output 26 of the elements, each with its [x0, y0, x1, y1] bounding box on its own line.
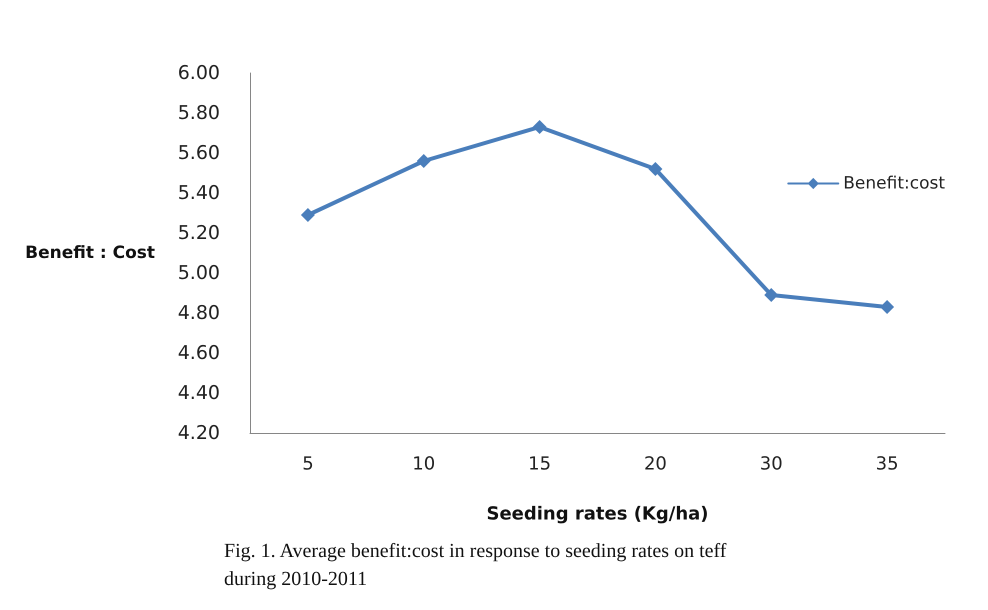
- y-tick-label: 4.20: [178, 422, 220, 444]
- y-tick-label: 4.80: [178, 302, 220, 324]
- y-tick-label: 5.60: [178, 142, 220, 164]
- point: [300, 208, 315, 222]
- legend-label: Benefit:cost: [843, 174, 946, 194]
- point: [532, 120, 547, 134]
- y-tick-label: 5.80: [178, 102, 220, 124]
- x-tick-label: 35: [876, 454, 899, 474]
- point: [648, 162, 662, 176]
- y-tick-label: 5.40: [178, 182, 220, 204]
- caption: Fig. 1. Average benefit:cost in response to seeding rates on teff during 2010-2011: [224, 540, 732, 590]
- point: [880, 300, 894, 314]
- point: [764, 288, 778, 302]
- point: [416, 154, 431, 168]
- x-tick-label: 15: [528, 454, 552, 474]
- x-tick-label: 20: [644, 454, 667, 474]
- x-tick-label: 10: [412, 454, 436, 474]
- x-tick-label: 30: [760, 454, 783, 474]
- y-tick-label: 6.00: [178, 62, 220, 84]
- y-tick-label: 5.00: [178, 262, 220, 284]
- x-tick-label: 5: [302, 454, 314, 474]
- y-tick-label: 5.20: [178, 222, 220, 244]
- y-tick-label: 4.40: [178, 382, 220, 404]
- x-axis-title: Seeding rates (Kg/ha): [486, 504, 709, 524]
- y-axis-title: Benefit : Cost: [25, 243, 155, 263]
- y-tick-label: 4.60: [178, 342, 220, 364]
